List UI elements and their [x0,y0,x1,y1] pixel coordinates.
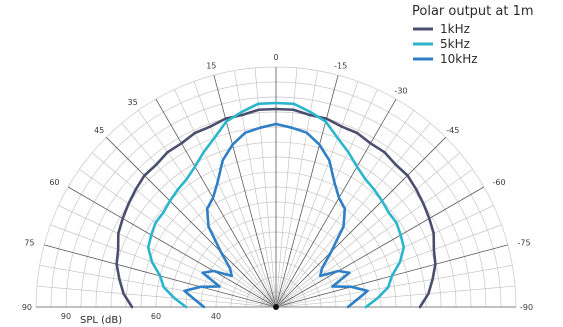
grid-spoke-17 [275,67,298,308]
legend-title: Polar output at 1m [412,4,534,19]
grid-spoke-21 [213,75,277,308]
angle-tick-label-10: -60 [493,178,506,187]
radial-tick-labels: 90 60 40 [61,312,221,321]
angle-tick-label-1: 75 [24,238,34,247]
grid-spoke-4 [275,224,502,308]
grid-spoke-5 [275,205,494,308]
center-point [273,304,279,310]
grid-spoke-26 [121,122,277,308]
angle-tick-label-4: 35 [128,98,138,107]
grid-spoke-7 [275,169,473,308]
grid-spoke-27 [106,137,277,308]
grid-spoke-28 [91,152,277,308]
grid-spoke-10 [275,122,431,308]
grid-spoke-34 [39,265,277,308]
angle-tick-label-9: -45 [446,126,459,135]
angle-tick-label-3: 45 [94,126,104,135]
grid-spoke-16 [275,70,318,308]
angle-tick-label-7: -15 [334,62,347,71]
angle-tick-labels: 90 75 60 45 35 15 0 -15 -30 -45 -60 -75 -90 [22,53,533,312]
angle-tick-label-0: 90 [22,303,32,312]
grid-spoke-2 [275,265,513,308]
axis-title: SPL (dB) [80,315,122,326]
grid-spoke-6 [275,186,485,308]
grid-spoke-23 [174,89,277,308]
grid-spoke-9 [275,137,446,308]
legend-label-5khz: 5kHz [440,37,470,51]
series-layer [115,101,437,310]
angle-tick-label-6: 0 [273,53,278,62]
grid-spoke-8 [275,152,461,308]
grid-spoke-20 [234,70,277,308]
grid-spokes [36,67,516,308]
legend-label-10khz: 10kHz [440,52,478,66]
grid-spoke-13 [275,89,378,308]
grid-spoke-32 [50,224,277,308]
grid-spoke-14 [275,81,359,308]
grid-spoke-15 [275,75,339,308]
angle-tick-label-8: -30 [394,87,407,96]
angle-tick-label-5: 15 [206,62,216,71]
grid-spoke-31 [58,205,277,308]
angle-tick-label-2: 60 [49,178,59,187]
grid-spoke-30 [67,186,277,308]
grid-spoke-1 [275,285,516,308]
grid-spoke-12 [275,98,397,308]
series-line-1khz [115,107,437,309]
radial-tick-label-0: 90 [61,312,71,321]
angle-tick-label-12: -90 [520,303,533,312]
grid-spoke-24 [155,98,277,308]
series-line-10khz [183,122,369,309]
grid-spoke-35 [36,285,277,308]
radial-tick-label-1: 60 [151,312,161,321]
grid-spoke-29 [79,169,277,308]
angle-tick-label-11: -75 [518,238,531,247]
radial-tick-label-2: 40 [211,312,221,321]
grid-spoke-19 [254,67,277,308]
grid-spoke-22 [193,81,277,308]
series-line-5khz [146,101,406,309]
legend-label-1khz: 1kHz [440,22,470,36]
